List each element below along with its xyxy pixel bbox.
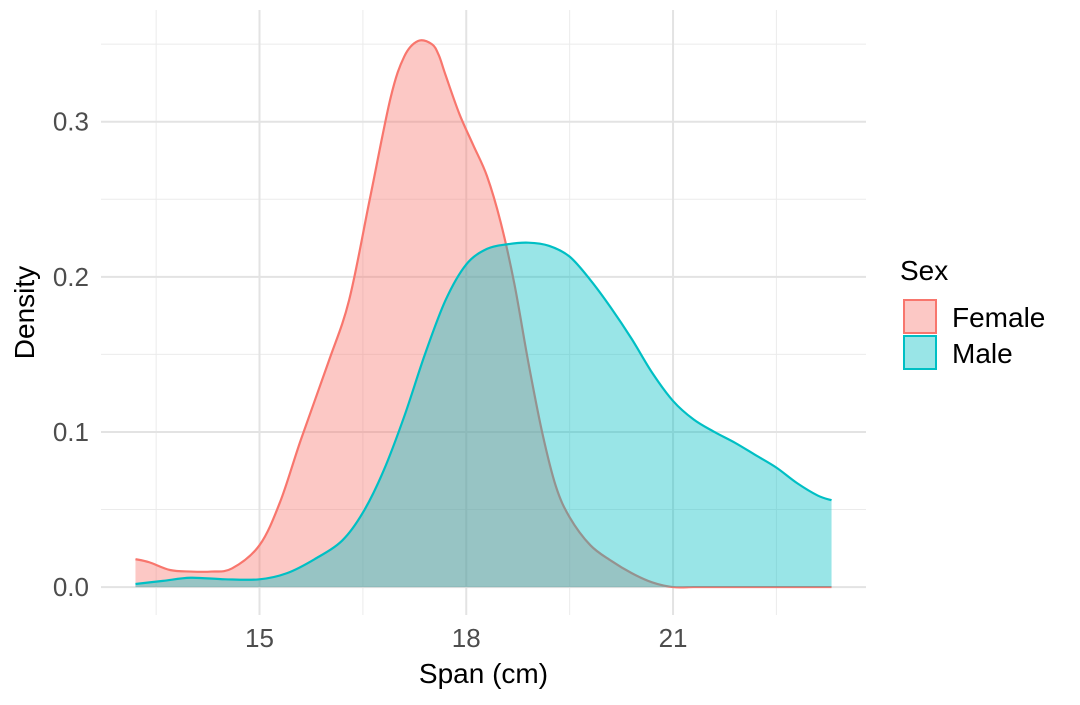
legend-label-male: Male <box>952 338 1013 369</box>
x-tick-label: 15 <box>245 623 274 653</box>
y-tick-label: 0.0 <box>53 572 89 602</box>
x-axis-title: Span (cm) <box>419 658 548 689</box>
legend-label-female: Female <box>952 302 1045 333</box>
y-tick-label: 0.2 <box>53 262 89 292</box>
y-tick-label: 0.3 <box>53 107 89 137</box>
x-tick-label: 21 <box>659 623 688 653</box>
legend-swatch-male <box>904 336 936 369</box>
male-density-area <box>135 243 831 587</box>
x-tick-label: 18 <box>452 623 481 653</box>
y-axis-title: Density <box>9 266 40 359</box>
legend-title: Sex <box>900 255 948 286</box>
y-tick-label: 0.1 <box>53 417 89 447</box>
legend-swatch-female <box>904 300 936 333</box>
